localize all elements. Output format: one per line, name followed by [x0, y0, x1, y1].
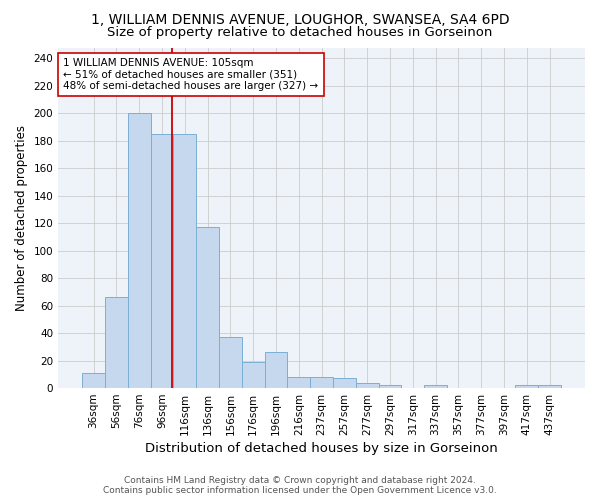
Bar — [173, 134, 196, 388]
Bar — [424, 386, 447, 388]
Bar — [242, 362, 265, 388]
Text: Contains HM Land Registry data © Crown copyright and database right 2024.
Contai: Contains HM Land Registry data © Crown c… — [103, 476, 497, 495]
Text: 1, WILLIAM DENNIS AVENUE, LOUGHOR, SWANSEA, SA4 6PD: 1, WILLIAM DENNIS AVENUE, LOUGHOR, SWANS… — [91, 12, 509, 26]
Bar — [82, 373, 105, 388]
Bar — [151, 134, 173, 388]
X-axis label: Distribution of detached houses by size in Gorseinon: Distribution of detached houses by size … — [145, 442, 498, 455]
Bar — [265, 352, 287, 388]
Bar — [219, 338, 242, 388]
Bar — [515, 386, 538, 388]
Bar — [356, 382, 379, 388]
Bar — [105, 298, 128, 388]
Bar — [310, 377, 333, 388]
Y-axis label: Number of detached properties: Number of detached properties — [15, 125, 28, 311]
Text: Size of property relative to detached houses in Gorseinon: Size of property relative to detached ho… — [107, 26, 493, 39]
Bar — [287, 377, 310, 388]
Bar — [333, 378, 356, 388]
Bar — [379, 386, 401, 388]
Text: 1 WILLIAM DENNIS AVENUE: 105sqm
← 51% of detached houses are smaller (351)
48% o: 1 WILLIAM DENNIS AVENUE: 105sqm ← 51% of… — [64, 58, 319, 91]
Bar — [538, 386, 561, 388]
Bar — [196, 228, 219, 388]
Bar — [128, 114, 151, 388]
